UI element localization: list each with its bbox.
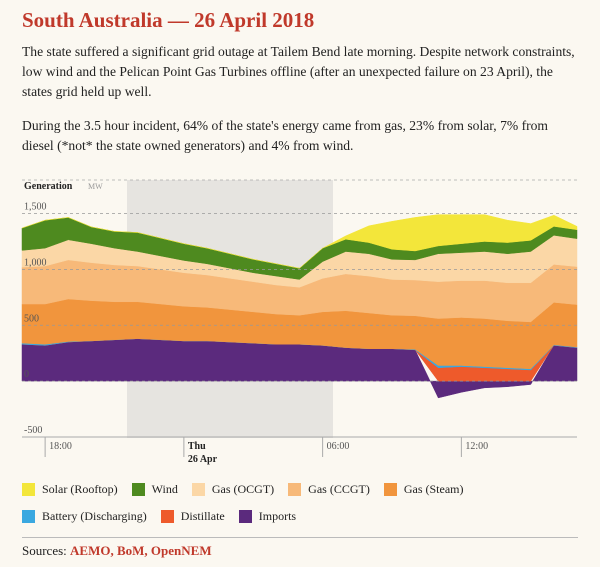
chart: Generation MW -500 0 500 1,000 1,500 18:00 Thu… bbox=[21, 179, 578, 465]
x-tick-label: 12:00 bbox=[465, 441, 488, 452]
area bbox=[21, 214, 578, 269]
legend-item: Imports bbox=[238, 509, 297, 524]
legend-label: Gas (CCGT) bbox=[308, 482, 370, 496]
paragraph: The state suffered a significant grid ou… bbox=[22, 44, 575, 99]
legend-label: Imports bbox=[258, 509, 297, 523]
legend-item: Gas (Steam) bbox=[383, 482, 464, 497]
legend-item: Battery (Discharging) bbox=[22, 509, 147, 524]
y-tick-label: 0 bbox=[24, 369, 29, 380]
paragraph: During the 3.5 hour incident, 64% of the… bbox=[22, 118, 549, 153]
legend-label: Wind bbox=[151, 482, 178, 496]
legend-swatch bbox=[191, 483, 205, 496]
legend-item: Gas (CCGT) bbox=[288, 482, 370, 497]
legend-swatch bbox=[160, 510, 174, 523]
legend-swatch bbox=[288, 483, 302, 496]
y-tick-label: -500 bbox=[24, 425, 42, 436]
legend-swatch bbox=[131, 483, 145, 496]
sources-label: Sources: bbox=[22, 543, 67, 558]
sources: Sources: AEMO, BoM, OpenNEM bbox=[22, 543, 212, 559]
legend-swatch bbox=[238, 510, 252, 523]
y-tick-label: 1,000 bbox=[24, 257, 47, 268]
x-tick-label: Thu bbox=[188, 441, 206, 452]
legend-swatch bbox=[383, 483, 397, 496]
legend-label: Distillate bbox=[180, 509, 225, 523]
legend-label: Battery (Discharging) bbox=[42, 509, 147, 523]
y-axis-label: Generation bbox=[24, 181, 73, 192]
date-label: 26 Apr bbox=[188, 454, 218, 465]
legend-item: Gas (OCGT) bbox=[191, 482, 275, 497]
legend-swatch bbox=[22, 483, 35, 496]
legend-item: Wind bbox=[131, 482, 178, 497]
legend-swatch bbox=[22, 510, 35, 523]
legend: Solar (Rooftop) Wind Gas (OCGT) Gas (CCGT) G… bbox=[22, 482, 582, 524]
sources-list: AEMO, BoM, OpenNEM bbox=[70, 543, 212, 558]
y-tick-label: 500 bbox=[24, 313, 39, 324]
x-tick-label: 18:00 bbox=[49, 441, 72, 452]
y-tick-label: 1,500 bbox=[24, 202, 47, 213]
legend-item: Solar (Rooftop) bbox=[22, 482, 118, 497]
legend-label: Solar (Rooftop) bbox=[42, 482, 118, 496]
legend-item: Distillate bbox=[160, 509, 225, 524]
legend-label: Gas (OCGT) bbox=[211, 482, 275, 496]
title: South Australia — 26 April 2018 bbox=[22, 8, 315, 32]
y-unit: MW bbox=[88, 182, 103, 191]
legend-label: Gas (Steam) bbox=[403, 482, 464, 496]
areas bbox=[21, 214, 578, 399]
x-tick-label: 06:00 bbox=[327, 441, 350, 452]
divider bbox=[22, 537, 578, 538]
